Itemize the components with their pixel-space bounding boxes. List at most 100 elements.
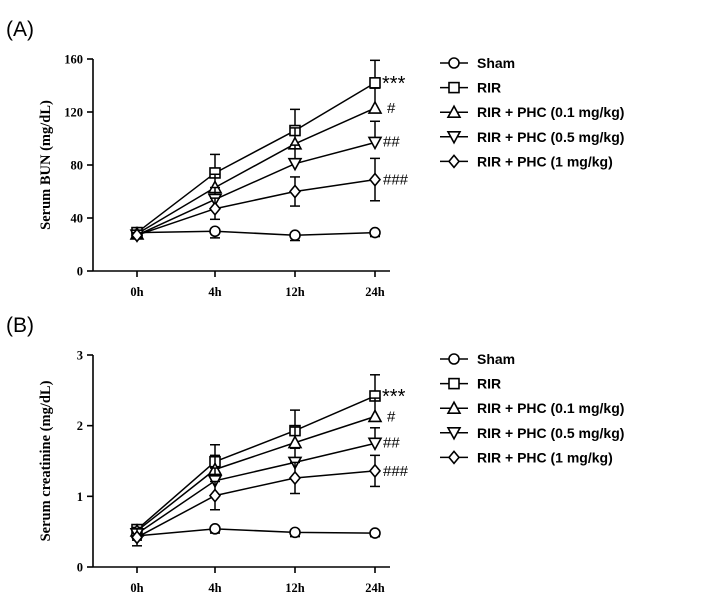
legend-marker [447,450,461,465]
x-tick-label: 0h [130,285,143,299]
y-tick-label: 0 [77,265,83,279]
x-tick-label: 0h [130,581,143,595]
series-line [136,470,376,538]
significance-label: ## [383,133,400,150]
significance-label: # [387,100,396,117]
legend-marker [448,81,460,94]
data-point [130,530,144,545]
data-point [367,408,383,423]
data-point [369,226,381,239]
data-point [288,470,302,486]
legend-label: RIR + PHC (1 mg/kg) [477,449,613,465]
data-point [289,229,301,242]
legend-label: RIR [477,80,501,96]
legend-entry: RIR + PHC (0.5 mg/kg) [440,425,624,441]
legend-label: Sham [477,351,515,367]
series-circle [131,225,381,242]
y-axis-title: Serum creatinine (mg/dL) [38,380,54,541]
data-point [287,434,303,449]
legend-entry: RIR + PHC (1 mg/kg) [440,449,613,465]
legend-label: RIR + PHC (0.5 mg/kg) [477,129,624,145]
series-line [136,395,376,531]
legend-marker [446,400,462,414]
legend-entry: RIR [440,376,501,392]
legend-marker [446,131,462,145]
panel-b: (B) 0 1 2 3 0h 4h 12h 24h Serum creatinine (mg/d… [0,302,701,596]
panel-a: (A) 0 40 80 120 160 0h 4h 12h 24h Serum BUN (mg/d… [0,6,701,300]
panel-b-label: (B) [6,314,34,337]
series-triangle-up [129,397,383,537]
creatinine-chart: 0 1 2 3 0h 4h 12h 24h Serum creatinine (mg/dL) **… [38,349,624,596]
series-line [136,82,376,234]
significance-label: *** [382,386,406,408]
series-triangle-down [129,120,383,243]
data-point [287,157,303,172]
series-line [136,442,376,535]
significance-label: ### [383,463,409,480]
legend-entry: RIR [440,80,501,96]
legend-entry: RIR + PHC (1 mg/kg) [440,153,613,169]
significance-label: *** [382,73,406,95]
series-diamond [130,157,382,243]
bun-chart: 0 40 80 120 160 0h 4h 12h 24h Serum BUN (mg/dL) **… [38,53,624,300]
y-tick-label: 80 [71,159,84,173]
legend-label: RIR + PHC (0.1 mg/kg) [477,104,624,120]
x-tick-label: 12h [285,285,305,299]
legend-marker [446,427,462,441]
legend-marker [448,57,460,69]
data-point [368,463,382,479]
y-tick-label: 0 [77,561,83,575]
data-point [367,100,383,114]
y-tick-label: 2 [77,419,83,433]
series-triangle-down [129,427,383,542]
series-line [136,230,376,236]
data-point [289,526,301,539]
significance-label: # [387,408,396,425]
series-line [136,107,376,235]
legend-entry: RIR + PHC (0.1 mg/kg) [440,104,624,120]
significance-label: ### [383,172,409,189]
series-triangle-up [129,87,383,240]
y-tick-label: 120 [64,106,83,120]
legend-label: RIR + PHC (0.1 mg/kg) [477,400,624,416]
series-square [131,374,381,536]
series-diamond [130,454,382,547]
y-tick-label: 3 [77,349,83,363]
legend-marker [448,377,460,390]
data-point [367,437,383,452]
x-tick-label: 12h [285,581,305,595]
data-point [208,201,222,216]
significance-label: ## [383,434,400,451]
legend-marker [446,104,462,118]
x-tick-label: 24h [365,581,385,595]
legend-entry: RIR + PHC (0.1 mg/kg) [440,400,624,416]
series-line [136,178,376,236]
legend-marker [448,353,460,365]
data-point [367,136,383,151]
legend-label: Sham [477,55,515,71]
data-point [369,77,381,89]
data-point [369,527,381,539]
legend-entry: RIR + PHC (0.5 mg/kg) [440,129,624,145]
data-point [130,227,144,243]
legend-label: RIR + PHC (0.5 mg/kg) [477,425,624,441]
series-line [136,415,376,532]
data-point [208,488,222,503]
data-point [288,184,302,199]
series-line [136,528,376,537]
x-tick-label: 4h [208,581,221,595]
y-axis-title: Serum BUN (mg/dL) [38,100,54,230]
data-point [209,523,221,535]
panel-a-label: (A) [6,18,34,41]
legend-entry: Sham [440,351,515,367]
y-tick-label: 40 [71,212,84,226]
y-tick-label: 160 [64,53,83,67]
series-circle [131,523,381,542]
x-tick-label: 24h [365,285,385,299]
x-tick-label: 4h [208,285,221,299]
data-point [368,172,382,187]
series-line [136,141,376,236]
legend-label: RIR [477,376,501,392]
y-tick-label: 1 [77,490,83,504]
data-point [209,225,221,238]
